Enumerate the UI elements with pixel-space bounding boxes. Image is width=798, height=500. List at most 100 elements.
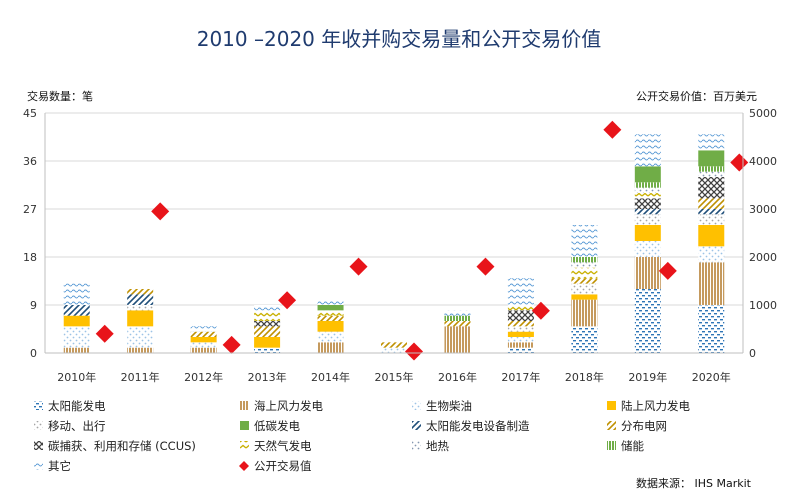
bar-segment xyxy=(634,257,661,289)
bar-segment xyxy=(317,331,344,343)
legend-label: 储能 xyxy=(621,439,644,453)
legend-label: 地热 xyxy=(426,439,449,453)
bar-segment xyxy=(571,299,598,327)
bar-segment xyxy=(698,246,725,263)
y-axis-title-left: 交易数量：笔 xyxy=(27,89,93,103)
bar-segment xyxy=(698,305,725,353)
y-tick-left: 36 xyxy=(23,155,37,168)
legend-label: 移动、出行 xyxy=(48,419,106,433)
y-tick-right: 2000 xyxy=(749,251,777,264)
bar-segment xyxy=(634,289,661,353)
deal-value-diamond xyxy=(405,342,423,361)
bar-segment xyxy=(507,305,534,311)
bar-segment xyxy=(127,294,154,305)
bar-segment xyxy=(571,262,598,268)
legend-swatch xyxy=(240,421,249,430)
deal-value-diamond xyxy=(222,335,241,354)
deal-value-diamond xyxy=(476,257,495,276)
bar-segment xyxy=(571,326,598,353)
bar-segment xyxy=(698,150,725,167)
bar-segment xyxy=(634,209,661,215)
bar-segment xyxy=(444,326,471,353)
legend-swatch xyxy=(34,461,43,470)
y-tick-left: 27 xyxy=(23,203,37,216)
bar-segment xyxy=(63,305,90,316)
x-tick-label: 2018年 xyxy=(565,370,604,384)
bar-segment xyxy=(507,326,534,332)
x-tick-label: 2017年 xyxy=(501,370,540,384)
deal-value-diamond xyxy=(278,291,297,310)
y-tick-right: 3000 xyxy=(749,203,777,216)
x-tick-label: 2011年 xyxy=(121,370,160,384)
bar-segment xyxy=(444,315,471,321)
bar-segment xyxy=(571,257,598,263)
legend-swatch xyxy=(412,421,421,430)
bar-segment xyxy=(444,321,471,327)
y-tick-left: 18 xyxy=(23,251,37,264)
bar-segment xyxy=(571,294,598,300)
x-tick-label: 2013年 xyxy=(248,370,287,384)
legend-swatch xyxy=(607,441,616,450)
bar-segment xyxy=(507,310,534,321)
legend-label: 陆上风力发电 xyxy=(621,399,690,413)
legend-swatch xyxy=(607,421,616,430)
x-tick-label: 2019年 xyxy=(628,370,667,384)
legend-label: 海上风力发电 xyxy=(254,399,323,413)
bar-segment xyxy=(190,337,217,343)
bar-segment xyxy=(127,305,154,311)
bar-segment xyxy=(254,321,281,327)
legend-label: 公开交易值 xyxy=(254,459,312,473)
y-tick-left: 0 xyxy=(30,347,37,360)
deal-value-diamond xyxy=(730,153,749,172)
x-tick-label: 2010年 xyxy=(57,370,96,384)
deal-value-diamond xyxy=(95,324,114,343)
bar-segment xyxy=(63,283,90,305)
bar-segment xyxy=(63,326,90,348)
bar-segment xyxy=(317,321,344,332)
x-tick-label: 2015年 xyxy=(375,370,414,384)
bar-segment xyxy=(381,347,407,353)
bar-segment xyxy=(634,225,661,241)
legend-swatch xyxy=(239,461,249,471)
bar-segment xyxy=(507,337,534,343)
bar-segment xyxy=(190,347,217,353)
bar-segment xyxy=(698,166,725,172)
x-tick-label: 2016年 xyxy=(438,370,477,384)
bar-segment xyxy=(698,225,725,247)
bar-segment xyxy=(698,134,725,151)
bar-segment xyxy=(317,305,344,311)
bar-segment xyxy=(571,283,598,295)
y-tick-right: 1000 xyxy=(749,299,777,312)
legend-swatch xyxy=(240,401,249,410)
bar-segment xyxy=(317,310,344,316)
legend-swatch xyxy=(34,441,43,450)
bar-segment xyxy=(698,177,725,199)
legend-label: 其它 xyxy=(48,459,71,473)
x-tick-label: 2012年 xyxy=(184,370,223,384)
bar-segment xyxy=(190,326,217,332)
bar-segment xyxy=(190,342,217,348)
bar-segment xyxy=(507,347,534,353)
legend-label: 低碳发电 xyxy=(254,419,300,433)
y-tick-right: 5000 xyxy=(749,107,777,120)
x-tick-label: 2014年 xyxy=(311,370,350,384)
deal-value-diamond xyxy=(349,257,368,276)
bar-segment xyxy=(634,166,661,183)
bar-segment xyxy=(507,278,534,305)
bar-segment xyxy=(698,214,725,225)
bar-segment xyxy=(254,326,281,337)
bar-segment xyxy=(571,267,598,279)
bar-segment xyxy=(698,171,725,177)
bar-segment xyxy=(63,315,90,327)
bar-segment xyxy=(634,182,661,188)
bar-segment xyxy=(254,305,281,311)
legend-swatch xyxy=(412,441,421,450)
bar-segment xyxy=(254,337,281,348)
legend-swatch xyxy=(34,421,43,430)
y-tick-left: 9 xyxy=(30,299,37,312)
chart-title: 2010 –2020 年收并购交易量和公开交易价值 xyxy=(197,27,602,51)
x-tick-label: 2020年 xyxy=(692,370,731,384)
y-tick-left: 45 xyxy=(23,107,37,120)
bar-segment xyxy=(507,331,534,337)
